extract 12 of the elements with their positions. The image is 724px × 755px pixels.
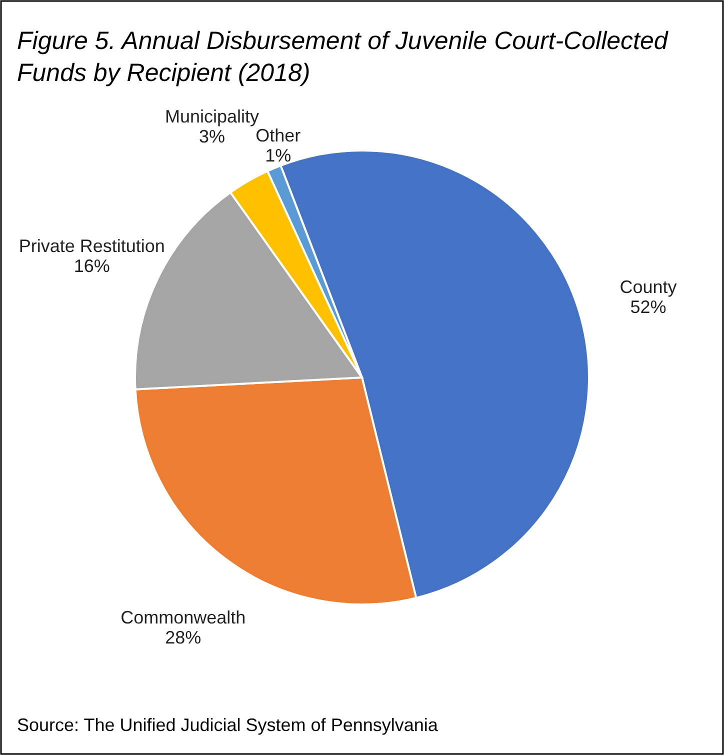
slice-label: Municipality [164, 106, 260, 127]
data-label: 1% [265, 146, 292, 166]
slice-label: County [620, 276, 677, 297]
data-label: 16% [74, 256, 110, 276]
data-label: 52% [630, 296, 666, 317]
source-note: Source: The Unified Judicial System of Pennsylvania [17, 715, 439, 735]
slice-label: Private Restitution [18, 236, 165, 256]
data-label: 28% [165, 627, 202, 648]
slice-label: Other [256, 126, 301, 146]
slice-label: Commonwealth [120, 607, 246, 628]
chart-title: Figure 5. Annual Disbursement of Juvenile Court-Collected Funds by Recipient (2018) [17, 27, 669, 87]
data-label: 3% [198, 126, 226, 147]
